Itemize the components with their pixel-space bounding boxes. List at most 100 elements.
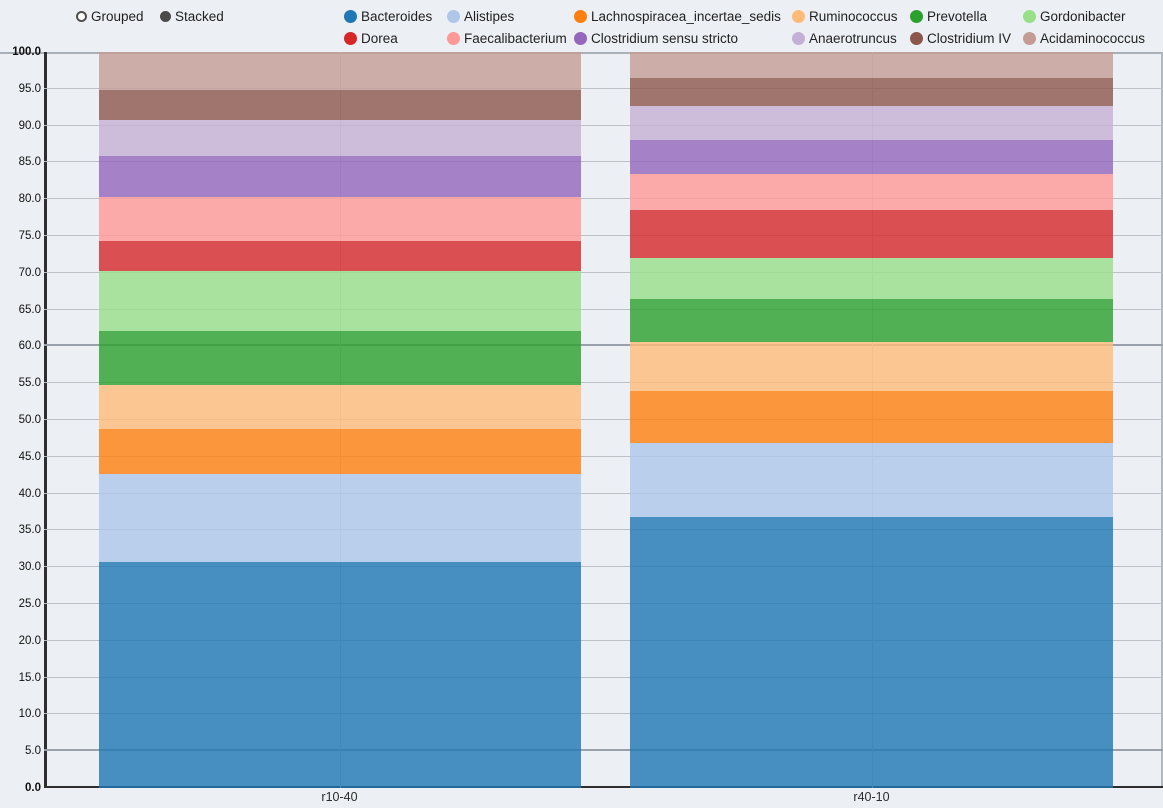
bar-segment-r40-10-alistipes — [630, 442, 1113, 518]
legend-label-clostridium-iv: Clostridium IV — [927, 31, 1012, 46]
y-tick-label-10: 10.0 — [18, 708, 41, 721]
legend-label-anaerotruncus: Anaerotruncus — [809, 31, 897, 46]
gridline-35 — [44, 529, 1163, 531]
legend-label-ruminococcus: Ruminococcus — [809, 9, 898, 24]
legend-dot-clostridium-iv — [910, 32, 923, 45]
legend-dot-anaerotruncus — [792, 32, 805, 45]
gridline-25 — [44, 603, 1163, 604]
gridline-20 — [44, 639, 1163, 641]
y-tick-label-70: 70.0 — [18, 266, 41, 279]
gridline-70 — [44, 271, 1163, 273]
legend-dot-dorea — [344, 32, 357, 45]
x-tick-label-r10-40: r10-40 — [321, 790, 358, 804]
bar-segment-r40-10-prevotella — [630, 299, 1113, 342]
plot-border-top — [0, 52, 1163, 54]
y-tick-label-55: 55.0 — [18, 377, 41, 390]
x-axis-labels: r10-40 r40-10 — [0, 790, 1163, 808]
legend-dot-prevotella — [910, 10, 923, 23]
gridline-60 — [44, 344, 1163, 347]
gridline-85 — [44, 161, 1163, 163]
legend-item-bacteroides[interactable]: Bacteroides — [344, 9, 432, 24]
legend-dot-ruminococcus — [792, 10, 805, 23]
gridline-15 — [44, 676, 1163, 678]
y-tick-label-20: 20.0 — [18, 634, 41, 647]
legend-item-prevotella[interactable]: Prevotella — [910, 9, 987, 24]
gridline-40 — [44, 492, 1163, 494]
legend-dot-lachnospiracea-incertae-sedis — [574, 10, 587, 23]
x-tick-label-r40-10: r40-10 — [853, 790, 890, 804]
bar-segment-r10-40-clostridium-sensu-stricto — [98, 155, 581, 197]
legend-item-faecalibacterium[interactable]: Faecalibacterium — [447, 31, 567, 46]
bar-segment-r10-40-ruminococcus — [98, 384, 581, 429]
radio-grouped-label: Grouped — [91, 9, 144, 24]
y-tick-label-85: 85.0 — [18, 156, 41, 169]
bar-segment-r10-40-anaerotruncus — [98, 119, 581, 156]
bar-segment-r40-10-clostridium-sensu-stricto — [630, 139, 1113, 175]
plot-border-right — [1161, 52, 1163, 788]
legend-label-prevotella: Prevotella — [927, 9, 988, 24]
legend-dot-gordonibacter — [1023, 10, 1036, 23]
y-tick-label-5: 5.0 — [25, 745, 41, 758]
legend-item-ruminococcus[interactable]: Ruminococcus — [792, 9, 898, 24]
legend-item-acidaminococcus[interactable]: Acidaminococcus — [1023, 31, 1145, 46]
legend-item-clostridium-sensu-stricto[interactable]: Clostridium sensu stricto — [574, 31, 738, 46]
y-tick-label-95: 95.0 — [18, 82, 41, 95]
x-axis-line — [44, 785, 1163, 788]
legend-item-anaerotruncus[interactable]: Anaerotruncus — [792, 31, 897, 46]
bar-segment-r40-10-lachnospiracea-incertae-sedis — [630, 391, 1113, 443]
legend-dot-clostridium-sensu-stricto — [574, 32, 587, 45]
plot-area: 0.0 5.0 10.0 15.0 20.0 25.0 30.0 35.0 40.0 45.0 50… — [0, 46, 1163, 794]
legend-dot-acidaminococcus — [1023, 32, 1036, 45]
y-tick-label-30: 30.0 — [18, 561, 41, 574]
legend-dot-alistipes — [447, 10, 460, 23]
stacked-bar-r40-10 — [630, 52, 1113, 788]
toolbar: Grouped Stacked Bacteroides Alistipes Lach… — [0, 0, 1163, 52]
bar-segment-r40-10-bacteroides — [630, 517, 1113, 788]
legend-item-clostridium-iv[interactable]: Clostridium IV — [910, 31, 1011, 46]
y-tick-label-60: 60.0 — [18, 340, 41, 353]
y-tick-label-40: 40.0 — [18, 487, 41, 500]
legend-dot-bacteroides — [344, 10, 357, 23]
gridline-30 — [44, 566, 1163, 568]
legend-label-bacteroides: Bacteroides — [361, 9, 433, 24]
bar-segment-r10-40-prevotella — [98, 330, 581, 385]
legend-label-acidaminococcus: Acidaminococcus — [1040, 31, 1146, 46]
legend-item-lachnospiracea-incertae-sedis[interactable]: Lachnospiracea_incertae_sedis — [574, 9, 781, 24]
y-tick-label-45: 45.0 — [18, 450, 41, 463]
bar-segment-r10-40-faecalibacterium — [98, 197, 581, 242]
legend-dot-faecalibacterium — [447, 32, 460, 45]
bar-segment-r40-10-ruminococcus — [630, 342, 1113, 392]
y-tick-label-25: 25.0 — [18, 598, 41, 610]
gridline-55 — [44, 382, 1163, 384]
legend-label-faecalibacterium: Faecalibacterium — [464, 31, 567, 46]
legend-label-clostridium-sensu-stricto: Clostridium sensu stricto — [591, 31, 739, 46]
legend-item-alistipes[interactable]: Alistipes — [447, 9, 514, 24]
bar-segment-r10-40-clostridium-iv — [98, 89, 581, 120]
gridline-5 — [44, 749, 1163, 752]
y-tick-label-75: 75.0 — [18, 230, 41, 242]
gridline-45 — [44, 455, 1163, 457]
y-tick-label-90: 90.0 — [18, 119, 41, 132]
radio-grouped[interactable]: Grouped — [76, 9, 144, 24]
gridline-10 — [44, 713, 1163, 715]
bar-segment-r40-10-gordonibacter — [630, 258, 1113, 300]
legend-label-alistipes: Alistipes — [464, 9, 515, 24]
y-tick-label-65: 65.0 — [18, 303, 41, 316]
radio-grouped-icon[interactable] — [76, 11, 87, 22]
radio-stacked-label: Stacked — [175, 9, 224, 24]
legend-item-gordonibacter[interactable]: Gordonibacter — [1023, 9, 1126, 24]
bar-segment-r10-40-lachnospiracea-incertae-sedis — [98, 428, 581, 474]
bar-segment-r10-40-gordonibacter — [98, 271, 581, 331]
gridline-80 — [44, 198, 1163, 200]
gridline-90 — [44, 124, 1163, 126]
radio-stacked[interactable]: Stacked — [160, 9, 224, 24]
gridline-75 — [44, 235, 1163, 236]
gridline-50 — [44, 419, 1163, 420]
bar-segment-r40-10-faecalibacterium — [630, 174, 1113, 211]
legend-item-dorea[interactable]: Dorea — [344, 31, 398, 46]
radio-stacked-icon[interactable] — [160, 11, 171, 22]
legend-label-lachnospiracea-incertae-sedis: Lachnospiracea_incertae_sedis — [591, 9, 781, 24]
y-tick-label-80: 80.0 — [18, 193, 41, 206]
y-tick-label-15: 15.0 — [18, 671, 41, 684]
